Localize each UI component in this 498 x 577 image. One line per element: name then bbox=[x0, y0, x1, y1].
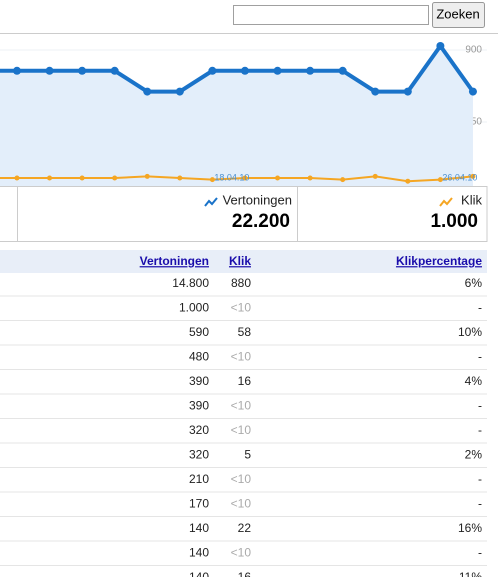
point bbox=[436, 42, 445, 50]
point bbox=[144, 173, 150, 179]
summary-bar bbox=[0, 186, 488, 242]
point bbox=[242, 175, 248, 181]
cell: - bbox=[478, 472, 482, 486]
cell: 320 bbox=[189, 448, 209, 462]
cell: - bbox=[478, 399, 482, 413]
cell: 22 bbox=[238, 521, 252, 535]
cell: - bbox=[478, 350, 482, 364]
column-header[interactable]: Klikpercentage bbox=[396, 254, 482, 268]
cell: 14.800 bbox=[172, 276, 209, 290]
table-header bbox=[0, 250, 487, 273]
cell: <10 bbox=[231, 546, 252, 560]
search-button[interactable] bbox=[432, 2, 485, 28]
summary-label: Vertoningen bbox=[223, 192, 292, 207]
cell: 10% bbox=[458, 325, 482, 339]
point bbox=[175, 87, 184, 96]
search-button-label[interactable]: Zoeken bbox=[436, 6, 479, 21]
cell: 6% bbox=[465, 276, 483, 290]
trend-icon bbox=[204, 197, 218, 207]
cell: 16 bbox=[238, 570, 252, 577]
cell: - bbox=[478, 546, 482, 560]
cell: 2% bbox=[465, 448, 483, 462]
cell: <10 bbox=[231, 301, 252, 315]
point bbox=[110, 66, 119, 75]
cell: 16% bbox=[458, 521, 482, 535]
table: Vertoningen Klik Klikpercentage 14.800 880 6%… bbox=[0, 254, 487, 577]
point bbox=[45, 66, 54, 75]
point bbox=[371, 87, 380, 96]
cell: 140 bbox=[189, 546, 209, 560]
cell: 5 bbox=[244, 448, 251, 462]
line bbox=[0, 175, 474, 183]
point bbox=[307, 175, 313, 181]
cell: 140 bbox=[189, 521, 209, 535]
cell: <10 bbox=[231, 497, 252, 511]
point bbox=[340, 177, 346, 183]
area bbox=[0, 46, 473, 186]
y-tick-label: 450 bbox=[465, 117, 482, 128]
cell: 880 bbox=[231, 276, 251, 290]
summary-value: 1.000 bbox=[430, 211, 478, 232]
point bbox=[143, 87, 152, 96]
cell: 390 bbox=[189, 374, 209, 388]
cell: 58 bbox=[238, 325, 252, 339]
point bbox=[338, 66, 347, 75]
cell: 210 bbox=[189, 472, 209, 486]
cell: 4% bbox=[465, 374, 483, 388]
point bbox=[240, 66, 249, 75]
cell: - bbox=[478, 497, 482, 511]
search-input[interactable] bbox=[233, 5, 429, 25]
point bbox=[47, 175, 53, 181]
cell: 16 bbox=[238, 374, 252, 388]
point bbox=[405, 178, 411, 184]
point bbox=[437, 177, 443, 183]
summary-value: 22.200 bbox=[232, 211, 290, 232]
point bbox=[403, 87, 412, 96]
point bbox=[273, 66, 282, 75]
trend-icon bbox=[439, 197, 453, 207]
point bbox=[208, 66, 217, 75]
point bbox=[12, 66, 21, 75]
cell: 390 bbox=[189, 399, 209, 413]
cell: 480 bbox=[189, 350, 209, 364]
x-tick-label: 18.04.10 bbox=[214, 172, 249, 182]
x-tick-label: 26.04.10 bbox=[442, 172, 477, 182]
column-header[interactable]: Klik bbox=[229, 254, 251, 268]
cell: - bbox=[478, 301, 482, 315]
column-header[interactable]: Vertoningen bbox=[140, 254, 209, 268]
cell: 590 bbox=[189, 325, 209, 339]
cell: <10 bbox=[231, 350, 252, 364]
point bbox=[306, 66, 315, 75]
cell: 170 bbox=[189, 497, 209, 511]
point bbox=[372, 173, 378, 179]
cell: 1.000 bbox=[179, 301, 209, 315]
cell: 11% bbox=[459, 570, 482, 577]
cell: 320 bbox=[189, 423, 209, 437]
point bbox=[78, 66, 87, 75]
cell: <10 bbox=[231, 399, 252, 413]
chart: 450 900 18.04.10 26.04.10 bbox=[0, 42, 487, 186]
point bbox=[112, 175, 118, 181]
point bbox=[275, 175, 281, 181]
line bbox=[0, 42, 475, 94]
cell: 140 bbox=[189, 570, 209, 577]
y-tick-label: 900 bbox=[465, 45, 482, 56]
point bbox=[209, 177, 215, 183]
point bbox=[177, 175, 183, 181]
point bbox=[79, 175, 85, 181]
point bbox=[14, 175, 20, 181]
point bbox=[468, 87, 477, 96]
cell: - bbox=[478, 423, 482, 437]
cell: <10 bbox=[231, 472, 252, 486]
summary-label: Klik bbox=[461, 192, 482, 207]
point bbox=[470, 173, 476, 179]
cell: <10 bbox=[231, 423, 252, 437]
